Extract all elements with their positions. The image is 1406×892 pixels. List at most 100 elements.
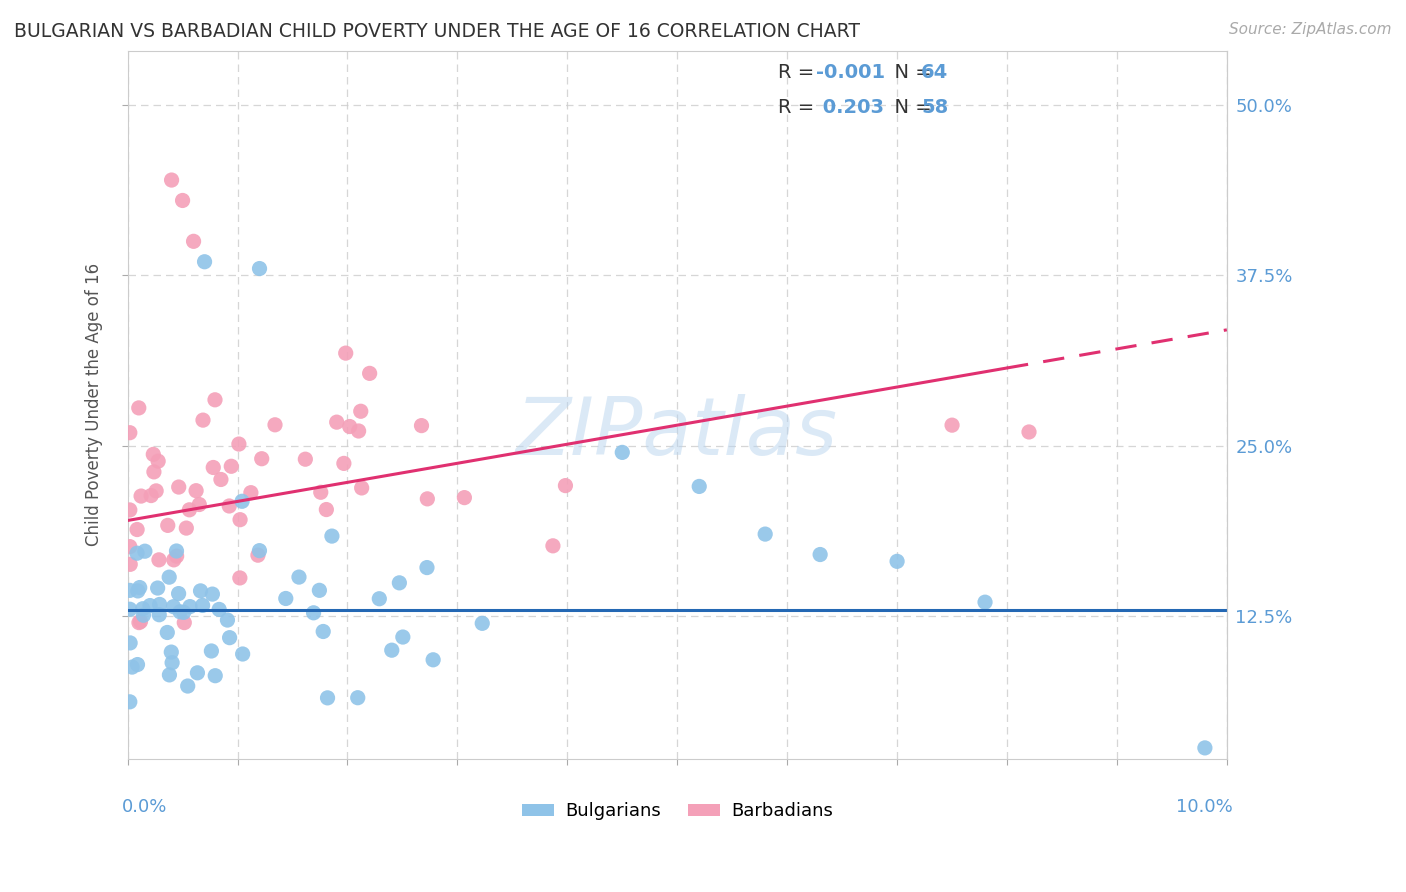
Point (142, 447, 165, 461)
Point (554, 478, 576, 492)
Text: 0.203: 0.203 (815, 98, 883, 118)
Text: Source: ZipAtlas.com: Source: ZipAtlas.com (1229, 22, 1392, 37)
Point (167, 586, 190, 600)
Point (294, 452, 316, 467)
Point (274, 591, 297, 606)
Point (392, 630, 415, 644)
Point (239, 485, 262, 500)
Point (315, 502, 337, 516)
Point (146, 454, 169, 468)
Point (808, 548, 831, 562)
Point (288, 570, 311, 584)
Point (179, 503, 201, 517)
Text: R =: R = (778, 62, 820, 82)
Point (120, 558, 142, 572)
Point (118, 503, 141, 517)
Point (148, 607, 170, 622)
Point (941, 418, 963, 433)
Point (208, 602, 231, 616)
Point (229, 513, 252, 527)
Point (118, 540, 141, 554)
Point (156, 518, 179, 533)
Point (145, 483, 167, 498)
Point (162, 599, 184, 614)
Point (333, 457, 356, 471)
Point (129, 489, 152, 503)
Point (219, 459, 242, 474)
Text: N =: N = (882, 98, 938, 118)
Point (142, 465, 165, 479)
Text: R =: R = (778, 98, 820, 118)
Text: ZIPatlas: ZIPatlas (516, 394, 838, 472)
Point (146, 581, 169, 595)
Text: BULGARIAN VS BARBADIAN CHILD POVERTY UNDER THE AGE OF 16 CORRELATION CHART: BULGARIAN VS BARBADIAN CHILD POVERTY UND… (14, 22, 860, 41)
Point (167, 480, 190, 494)
Point (191, 413, 214, 427)
Text: 64: 64 (921, 62, 948, 82)
Point (156, 625, 179, 640)
Point (1194, 740, 1216, 755)
Point (302, 606, 325, 620)
Point (132, 608, 155, 623)
Text: N =: N = (882, 62, 938, 82)
Point (688, 479, 710, 493)
Point (184, 483, 207, 498)
Point (204, 669, 226, 683)
Text: 58: 58 (921, 98, 948, 118)
Point (388, 575, 411, 590)
Point (229, 571, 252, 585)
Point (149, 598, 172, 612)
Point (118, 425, 141, 440)
Point (249, 261, 271, 276)
Point (346, 690, 368, 705)
Point (754, 527, 776, 541)
Point (118, 602, 141, 616)
Point (974, 595, 997, 609)
Point (347, 424, 370, 438)
Point (309, 485, 332, 500)
Point (190, 583, 212, 598)
Point (321, 529, 343, 543)
Point (335, 346, 357, 360)
Point (172, 194, 194, 208)
Point (166, 549, 188, 563)
Point (128, 615, 150, 630)
Point (134, 544, 156, 558)
Point (148, 553, 170, 567)
Point (177, 679, 200, 693)
Point (359, 367, 381, 381)
Point (250, 451, 273, 466)
Point (157, 570, 180, 584)
Point (121, 660, 143, 674)
Point (541, 539, 564, 553)
Point (308, 583, 330, 598)
Point (160, 645, 183, 659)
Point (202, 460, 225, 475)
Y-axis label: Child Poverty Under the Age of 16: Child Poverty Under the Age of 16 (86, 263, 103, 546)
Point (381, 643, 404, 657)
Text: 10.0%: 10.0% (1175, 797, 1233, 815)
Point (1018, 425, 1040, 439)
Point (200, 644, 222, 658)
Point (127, 523, 149, 537)
Point (231, 494, 253, 508)
Point (176, 521, 198, 535)
Point (128, 581, 150, 595)
Point (209, 473, 232, 487)
Point (411, 418, 433, 433)
Point (188, 498, 211, 512)
Point (160, 173, 183, 187)
Point (416, 491, 439, 506)
Point (422, 653, 444, 667)
Point (186, 665, 208, 680)
Point (166, 544, 188, 558)
Point (125, 546, 148, 560)
Point (325, 415, 347, 429)
Point (120, 636, 142, 650)
Text: -0.001: -0.001 (815, 62, 884, 82)
Point (139, 599, 162, 613)
Point (191, 599, 214, 613)
Point (232, 647, 254, 661)
Point (339, 419, 361, 434)
Point (249, 543, 271, 558)
